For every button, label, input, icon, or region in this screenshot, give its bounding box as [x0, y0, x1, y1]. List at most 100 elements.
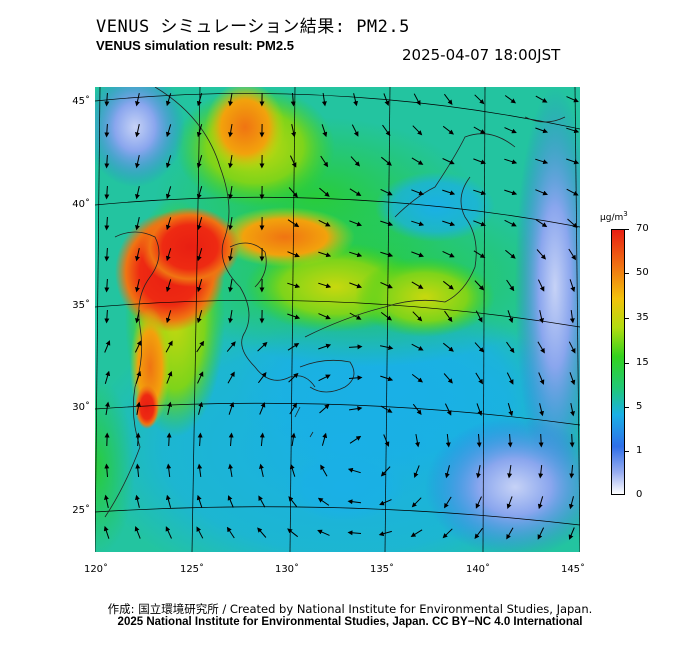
- wind-arrow: [134, 526, 141, 539]
- wind-arrow: [228, 217, 234, 231]
- wind-arrow: [349, 220, 362, 227]
- wind-arrow: [380, 282, 393, 289]
- wind-arrow: [539, 403, 545, 417]
- lon-label-135: 135˚: [369, 564, 395, 575]
- wind-vectors: [103, 92, 580, 540]
- wind-arrow: [288, 496, 298, 508]
- colorbar-label-70: 70: [636, 223, 649, 234]
- wind-arrow: [196, 279, 203, 293]
- forecast-timestamp: 2025-04-07 18:00JST: [402, 46, 561, 64]
- wind-arrow: [319, 187, 330, 197]
- wind-arrow: [411, 157, 424, 165]
- wind-arrow: [196, 340, 205, 353]
- colorbar-label-35: 35: [636, 312, 649, 323]
- wind-arrow: [380, 311, 392, 321]
- lon-label-130: 130˚: [274, 564, 300, 575]
- wind-arrow: [410, 529, 423, 537]
- wind-arrow: [474, 527, 484, 539]
- wind-arrow: [290, 432, 296, 446]
- wind-arrow: [165, 310, 172, 324]
- wind-arrow: [380, 156, 392, 166]
- wind-arrow: [165, 217, 172, 231]
- wind-arrow: [350, 156, 361, 167]
- wind-arrow: [412, 311, 423, 322]
- wind-arrow: [378, 530, 392, 537]
- lat-label-25: 25˚: [72, 505, 90, 516]
- wind-arrow: [135, 278, 140, 293]
- wind-arrow: [504, 95, 517, 104]
- wind-arrow: [196, 217, 203, 231]
- wind-arrow: [104, 247, 110, 262]
- wind-arrow: [197, 463, 203, 477]
- title-english: VENUS simulation result: PM2.5: [96, 38, 294, 53]
- wind-arrow: [476, 403, 483, 417]
- colorbar-label-5: 5: [636, 401, 643, 412]
- wind-arrow: [349, 188, 362, 196]
- wind-arrow: [411, 220, 425, 227]
- wind-arrow: [535, 219, 548, 228]
- wind-arrow: [506, 341, 515, 354]
- wind-arrow: [506, 279, 515, 292]
- wind-arrow: [411, 281, 424, 289]
- wind-arrow: [443, 373, 453, 384]
- wind-arrow: [411, 373, 423, 383]
- wind-arrow: [258, 495, 266, 508]
- lat-label-45: 45˚: [72, 96, 90, 107]
- colorbar-label-50: 50: [636, 267, 649, 278]
- wind-arrow: [135, 309, 140, 324]
- wind-arrow: [473, 126, 486, 134]
- wind-arrow: [442, 220, 456, 227]
- wind-arrow: [380, 405, 393, 413]
- wind-arrow: [320, 155, 329, 168]
- wind-arrow: [228, 186, 234, 200]
- wind-arrow: [321, 93, 327, 107]
- wind-arrow: [351, 124, 359, 137]
- wind-arrow: [475, 310, 483, 323]
- wind-arrow: [380, 251, 394, 258]
- wind-arrow: [505, 249, 516, 259]
- wind-arrow: [290, 92, 296, 107]
- wind-arrow: [318, 313, 331, 320]
- wind-arrow: [228, 248, 234, 262]
- wind-arrow: [442, 342, 454, 352]
- wind-arrow: [444, 496, 452, 509]
- wind-arrow: [566, 127, 580, 134]
- wind-arrow: [412, 125, 423, 136]
- wind-arrow: [442, 250, 455, 258]
- wind-arrow: [196, 310, 203, 324]
- wind-arrow: [104, 123, 110, 138]
- wind-arrow: [347, 467, 361, 474]
- wind-arrow: [289, 402, 297, 415]
- wind-arrow: [291, 123, 296, 138]
- wind-arrow: [135, 463, 141, 478]
- wind-arrow: [379, 499, 392, 506]
- wind-arrow: [228, 463, 234, 477]
- wind-arrow: [382, 124, 391, 137]
- wind-arrow: [104, 154, 110, 169]
- wind-arrow: [134, 340, 142, 353]
- colorbar-unit: μg/m3: [600, 210, 628, 223]
- wind-arrow: [165, 155, 172, 169]
- wind-arrow: [411, 497, 422, 508]
- wind-arrow: [287, 251, 300, 258]
- wind-arrow: [349, 282, 363, 289]
- wind-arrow: [473, 250, 486, 258]
- pm25-map: [95, 87, 580, 552]
- wind-arrow: [318, 343, 332, 350]
- wind-arrow: [569, 310, 575, 324]
- wind-arrow: [412, 403, 422, 415]
- colorbar-label-0: 0: [636, 489, 643, 500]
- wind-arrow: [257, 527, 267, 538]
- wind-arrow: [196, 526, 204, 539]
- wind-arrow: [349, 435, 362, 444]
- wind-arrow: [288, 187, 298, 198]
- wind-arrow: [226, 341, 236, 352]
- wind-arrow: [165, 93, 172, 107]
- wind-arrow: [165, 248, 172, 262]
- wind-arrow: [349, 406, 363, 412]
- wind-arrow: [196, 155, 203, 169]
- wind-arrow: [228, 310, 234, 324]
- wind-arrow: [507, 403, 514, 417]
- wind-arrow: [506, 527, 514, 540]
- wind-arrow: [348, 375, 363, 381]
